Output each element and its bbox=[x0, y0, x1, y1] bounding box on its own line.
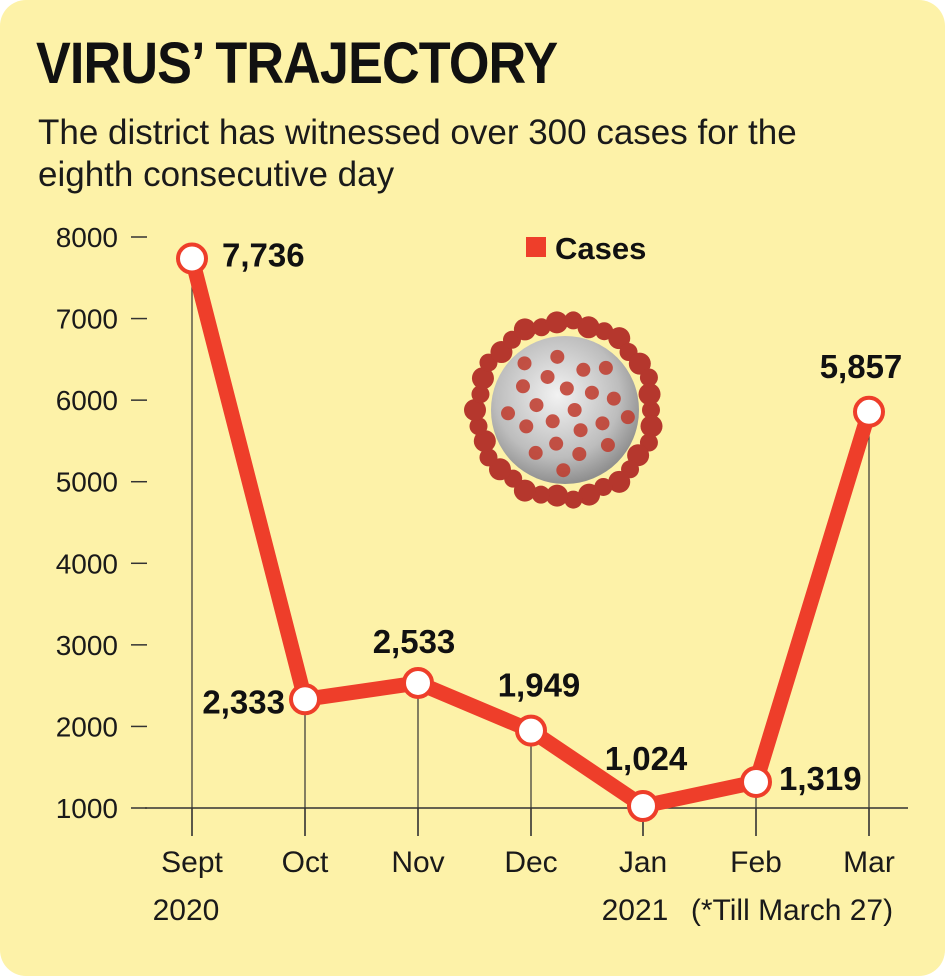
y-tick-label: 8000 bbox=[56, 222, 118, 253]
virus-spike bbox=[501, 406, 516, 421]
virus-spike bbox=[513, 318, 536, 341]
data-point bbox=[289, 683, 321, 716]
virus-spike bbox=[550, 349, 565, 364]
virus-spike bbox=[567, 403, 582, 417]
x-tick-label: Jan bbox=[619, 846, 667, 879]
virus-spike bbox=[473, 430, 496, 453]
x-tick-sublabel: (*Till March 27) bbox=[691, 894, 893, 927]
legend-label-cases: Cases bbox=[555, 231, 646, 266]
virus-spike bbox=[577, 316, 600, 339]
virus-spike bbox=[464, 399, 486, 421]
virus-spike bbox=[572, 447, 587, 462]
x-tick-label: Nov bbox=[391, 846, 444, 879]
virus-spike bbox=[608, 327, 631, 350]
y-tick-label: 1000 bbox=[56, 793, 118, 824]
x-tick-label: Mar bbox=[843, 846, 895, 879]
virus-spike bbox=[540, 369, 555, 384]
x-tick-label: Dec bbox=[504, 846, 557, 879]
virus-spike bbox=[584, 385, 599, 400]
data-point bbox=[515, 714, 547, 747]
data-label: 5,857 bbox=[820, 348, 903, 385]
coronavirus-icon bbox=[464, 311, 663, 509]
virus-spike bbox=[638, 383, 661, 406]
data-label: 7,736 bbox=[222, 237, 305, 274]
virus-spike bbox=[519, 419, 534, 434]
data-label: 1,024 bbox=[605, 740, 688, 777]
virus-spike bbox=[573, 423, 588, 438]
virus-spike bbox=[620, 410, 635, 425]
virus-spike bbox=[479, 448, 498, 467]
y-tick-label: 2000 bbox=[56, 711, 118, 742]
data-label: 1,319 bbox=[779, 760, 862, 797]
virus-spike bbox=[471, 385, 490, 404]
series-cases: 7,736 2,333 2,533 1,949 1,024 1,319 5,857 bbox=[176, 237, 903, 823]
virus-spike bbox=[549, 436, 564, 451]
chart-axes: 1000 2000 3000 4000 5000 6000 7000 8000 Sept 2020… bbox=[56, 222, 908, 927]
virus-spike bbox=[642, 401, 660, 419]
y-tick-label: 3000 bbox=[56, 630, 118, 661]
virus-spike bbox=[469, 417, 488, 436]
virus-spike bbox=[598, 360, 613, 375]
virus-spike bbox=[517, 356, 532, 371]
virus-spike bbox=[545, 414, 560, 429]
x-tick-sublabel: 2020 bbox=[153, 894, 220, 927]
virus-spike bbox=[564, 490, 583, 509]
data-label: 2,533 bbox=[373, 623, 456, 660]
data-point bbox=[402, 666, 434, 699]
virus-spike bbox=[559, 381, 574, 396]
x-tick-label: Feb bbox=[730, 846, 782, 879]
data-point bbox=[176, 242, 208, 275]
x-tick-label: Sept bbox=[161, 846, 223, 879]
data-point bbox=[853, 395, 885, 428]
virus-spike bbox=[546, 484, 569, 507]
virus-spike bbox=[608, 470, 631, 493]
virus-spike bbox=[531, 485, 550, 504]
virus-spike bbox=[529, 398, 544, 413]
virus-spike bbox=[576, 362, 591, 377]
virus-spike bbox=[595, 416, 610, 431]
virus-spike bbox=[606, 391, 621, 406]
y-tick-label: 5000 bbox=[56, 467, 118, 498]
data-label: 1,949 bbox=[498, 667, 581, 704]
x-tick-sublabel: 2021 bbox=[602, 894, 669, 927]
y-tick-label: 6000 bbox=[56, 385, 118, 416]
data-point bbox=[740, 765, 772, 798]
virus-spike bbox=[639, 368, 658, 387]
chart-subtitle: The district has witnessed over 300 case… bbox=[38, 113, 797, 194]
virus-spike bbox=[600, 438, 615, 453]
x-tick-label: Oct bbox=[282, 846, 329, 879]
y-tick-label: 4000 bbox=[56, 548, 118, 579]
y-tick-label: 7000 bbox=[56, 304, 118, 335]
data-point bbox=[627, 790, 659, 823]
chart-title: VIRUS’ TRAJECTORY bbox=[36, 31, 558, 96]
virus-spike bbox=[556, 463, 571, 478]
virus-spike bbox=[640, 415, 663, 438]
virus-spike bbox=[471, 367, 494, 390]
virus-spike bbox=[515, 379, 530, 394]
virus-spike bbox=[628, 352, 651, 375]
chart-legend: Cases bbox=[526, 231, 646, 266]
legend-swatch-cases bbox=[526, 237, 546, 257]
virus-spike bbox=[545, 311, 568, 334]
virus-spike bbox=[578, 483, 601, 506]
virus-spike bbox=[528, 445, 543, 460]
data-label: 2,333 bbox=[202, 683, 285, 720]
